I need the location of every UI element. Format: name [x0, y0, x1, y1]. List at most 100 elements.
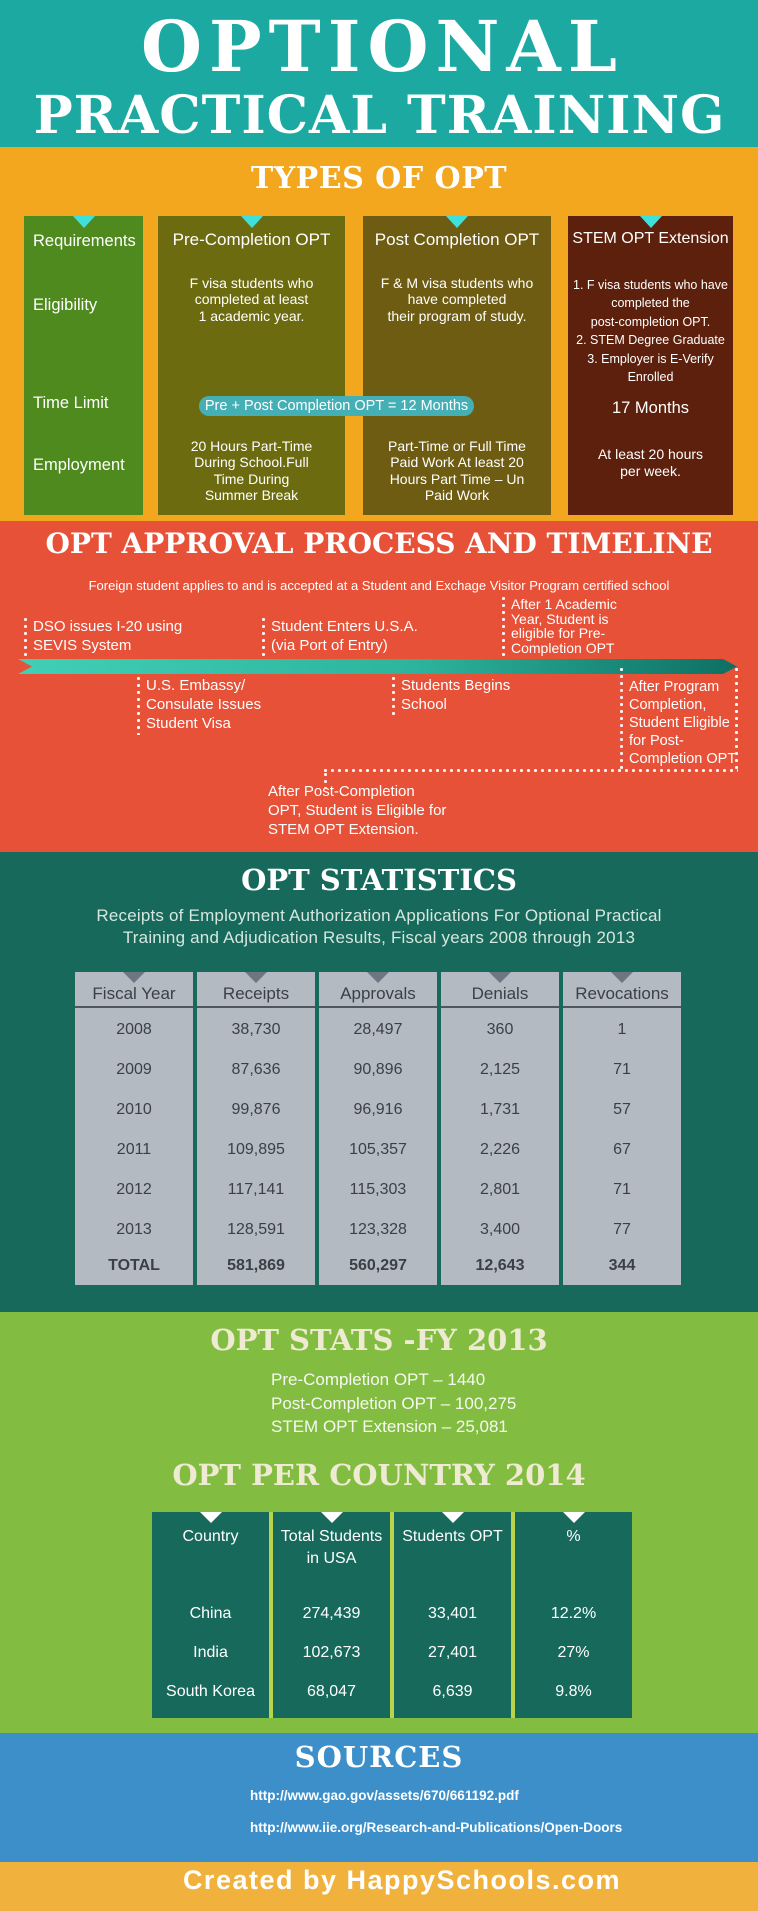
source-link-gao: http://www.gao.gov/assets/670/661192.pdf — [250, 1788, 519, 1803]
timeline-event-student-begins-school: Students Begins School — [392, 677, 510, 717]
column-header: Fiscal Year — [75, 972, 193, 1008]
post-completion-opt-column: Post Completion OPT F & M visa students … — [363, 216, 551, 515]
fy2013-section-title: OPT STATS -FY 2013 — [210, 1323, 548, 1357]
triangle-marker-icon — [446, 216, 468, 228]
stem-opt-extension-column: STEM OPT Extension 1. F visa students wh… — [568, 216, 733, 515]
table-total-cell: 344 — [608, 1257, 636, 1274]
stem-extension-title: STEM OPT Extension — [572, 230, 729, 247]
triangle-marker-icon — [562, 1512, 585, 1523]
table-cell: 117,141 — [227, 1181, 285, 1198]
pre-completion-title: Pre-Completion OPT — [172, 230, 331, 249]
table-cell: 33,401 — [428, 1605, 477, 1622]
column-header: Denials — [441, 972, 559, 1008]
timeline-event-eligible-post-completion: After Program Completion, Student Eligib… — [620, 668, 738, 773]
timeline-subtitle: Foreign student applies to and is accept… — [88, 578, 670, 593]
table-cell: 57 — [613, 1101, 631, 1118]
hero-title-line1: OPTIONAL — [141, 5, 624, 88]
table-cell: 1,731 — [479, 1101, 521, 1118]
column-header: Approvals — [319, 972, 437, 1008]
fy2013-country-section: OPT STATS -FY 2013 Pre-Completion OPT – … — [0, 1312, 758, 1733]
table-cell: 96,916 — [353, 1101, 403, 1118]
table-cell: 90,896 — [353, 1061, 403, 1078]
requirements-header: Requirements — [33, 232, 136, 250]
table-cell: 77 — [613, 1221, 631, 1238]
triangle-marker-icon — [639, 216, 662, 228]
column-header: Students OPT — [402, 1528, 503, 1545]
table-cell: 6,639 — [432, 1683, 473, 1700]
triangle-marker-icon — [199, 1512, 222, 1523]
timeline-event-eligible-pre-completion: After 1 Academic Year, Student is eligib… — [502, 596, 617, 659]
pre-completion-opt-column: Pre-Completion OPT F visa students who c… — [158, 216, 345, 515]
percent-column: % 12.2% 27% 9.8% — [515, 1512, 632, 1718]
footer-credit-bar: Created by HappySchools.com — [0, 1862, 758, 1911]
types-of-opt-section: TYPES OF OPT Requirements Eligibility Ti… — [0, 147, 758, 521]
table-cell: 38,730 — [231, 1021, 281, 1038]
stem-extension-time-limit: 17 Months — [611, 399, 690, 417]
stem-extension-employment: At least 20 hours per week. — [597, 446, 704, 479]
approval-timeline-section: OPT APPROVAL PROCESS AND TIMELINE Foreig… — [0, 521, 758, 852]
triangle-marker-icon — [72, 216, 95, 228]
table-cell: 109,895 — [227, 1141, 285, 1158]
dotted-connector-line — [324, 769, 738, 772]
post-completion-eligibility: F & M visa students who have completed t… — [380, 275, 534, 324]
sources-section-title: SOURCES — [294, 1740, 464, 1774]
table-cell: 274,439 — [302, 1605, 361, 1622]
table-cell: 102,673 — [302, 1644, 361, 1661]
table-cell: 68,047 — [307, 1683, 356, 1700]
timeline-event-student-enters-usa: Student Enters U.S.A. (via Port of Entry… — [262, 618, 418, 658]
column-header: Total Students in USA — [280, 1528, 383, 1567]
sources-section: SOURCES http://www.gao.gov/assets/670/66… — [0, 1733, 758, 1862]
statistics-subtitle: Receipts of Employment Authorization App… — [96, 906, 662, 947]
total-students-column: Total Students in USA 274,439 102,673 68… — [273, 1512, 390, 1718]
triangle-marker-icon — [240, 216, 263, 228]
table-cell: 27,401 — [428, 1644, 477, 1661]
table-cell: 71 — [613, 1181, 631, 1198]
country-section-title: OPT PER COUNTRY 2014 — [172, 1458, 586, 1492]
table-cell: 2013 — [116, 1221, 152, 1238]
types-section-title: TYPES OF OPT — [250, 161, 508, 196]
opt-duration-pill: Pre + Post Completion OPT = 12 Months — [199, 396, 474, 416]
table-cell: 67 — [613, 1141, 631, 1158]
table-cell: 12.2% — [550, 1605, 597, 1622]
table-cell: South Korea — [166, 1683, 255, 1700]
post-completion-title: Post Completion OPT — [374, 230, 540, 249]
source-link-iie: http://www.iie.org/Research-and-Publicat… — [250, 1820, 623, 1835]
fy2013-stat-stem-extension: STEM OPT Extension – 25,081 — [271, 1417, 508, 1436]
column-header: Country — [182, 1528, 239, 1545]
table-cell: 87,636 — [231, 1061, 281, 1078]
pre-completion-eligibility: F visa students who completed at least 1… — [189, 275, 314, 324]
country-column: Country China India South Korea — [152, 1512, 269, 1718]
timeline-event-dso-issues-i20: DSO issues I-20 using SEVIS System — [24, 618, 182, 658]
column-header: Revocations — [563, 972, 681, 1008]
table-cell: 2,125 — [479, 1061, 521, 1078]
table-cell: 9.8% — [555, 1683, 592, 1700]
receipts-column: Receipts 38,730 87,636 99,876 109,895 11… — [197, 972, 315, 1285]
fy2013-stat-pre-completion: Pre-Completion OPT – 1440 — [271, 1370, 486, 1389]
table-cell: 3,400 — [479, 1221, 521, 1238]
table-cell: 27% — [557, 1644, 590, 1661]
table-total-cell: 581,869 — [227, 1257, 285, 1274]
column-header: Receipts — [197, 972, 315, 1008]
table-cell: 71 — [613, 1061, 631, 1078]
fiscal-year-column: Fiscal Year 2008 2009 2010 2011 2012 201… — [75, 972, 193, 1285]
table-cell: 2009 — [116, 1061, 152, 1078]
triangle-marker-icon — [489, 972, 511, 983]
triangle-marker-icon — [367, 972, 389, 983]
triangle-marker-icon — [123, 972, 145, 983]
table-cell: 2,801 — [479, 1181, 521, 1198]
dotted-connector-nub — [324, 773, 327, 788]
country-table: Country China India South Korea Total St… — [152, 1512, 632, 1718]
fy2013-stat-post-completion: Post-Completion OPT – 100,275 — [271, 1393, 517, 1413]
table-total-cell: 12,643 — [475, 1257, 525, 1274]
revocations-column: Revocations 1 71 57 67 71 77 344 — [563, 972, 681, 1285]
timeline-stem-extension-note: After Post-Completion OPT, Student is El… — [268, 783, 447, 838]
requirements-column: Requirements Eligibility Time Limit Empl… — [24, 216, 143, 515]
timeline-arrow-ribbon — [18, 659, 737, 674]
triangle-marker-icon — [611, 972, 633, 983]
triangle-marker-icon — [441, 1512, 464, 1523]
table-cell: 2012 — [116, 1181, 152, 1198]
table-cell: 123,328 — [349, 1221, 407, 1238]
footer-credit-text: Created by HappySchools.com — [182, 1865, 622, 1895]
timeline-event-embassy-issues-visa: U.S. Embassy/ Consulate Issues Student V… — [137, 677, 261, 736]
